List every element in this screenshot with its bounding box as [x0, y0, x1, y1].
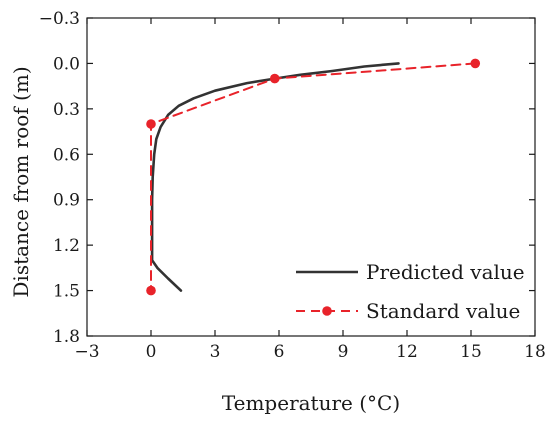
- series-layer: [146, 58, 481, 296]
- y-tick-label: 0.9: [53, 191, 80, 211]
- y-tick-label: 0.6: [53, 145, 80, 165]
- x-tick-label: −3: [74, 342, 99, 362]
- data-point-standard: [146, 119, 156, 129]
- data-point-standard: [269, 73, 280, 84]
- x-axis-title: Temperature (°C): [222, 391, 400, 415]
- y-tick-label: 1.2: [53, 236, 80, 256]
- x-tick-label: 3: [210, 342, 221, 362]
- y-tick-label: 0.0: [53, 54, 80, 74]
- y-tick-label: 1.8: [53, 327, 80, 347]
- data-point-standard: [470, 58, 481, 69]
- y-axis-title: Distance from roof (m): [9, 66, 33, 297]
- x-tick-label: 18: [524, 342, 546, 362]
- y-tick-label: 0.3: [53, 100, 80, 120]
- legend-label-standard: Standard value: [366, 299, 520, 323]
- plot-frame: [86, 17, 536, 337]
- x-tick-label: 6: [274, 342, 285, 362]
- x-tick-label: 0: [146, 342, 157, 362]
- legend-label-predicted: Predicted value: [366, 260, 525, 284]
- y-tick-label: 1.5: [53, 282, 80, 302]
- series-line-predicted: [150, 62, 400, 292]
- legend: Predicted value Standard value: [296, 260, 525, 323]
- x-tick-label: 9: [338, 342, 349, 362]
- x-tick-label: 15: [460, 342, 482, 362]
- y-tick-label: −0.3: [39, 9, 80, 29]
- axes-layer: −3 0 3 6 9 12 15 18 −0.3 0.0 0.3 0.6 0.9 1.2 1.5 1.8: [39, 9, 546, 362]
- x-tick-label: 12: [396, 342, 418, 362]
- data-point-standard: [146, 285, 156, 296]
- legend-marker-standard: [322, 306, 332, 316]
